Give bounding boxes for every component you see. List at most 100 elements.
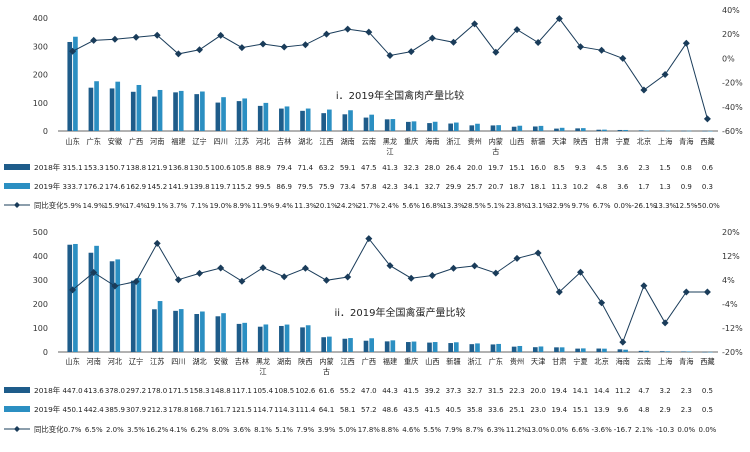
- table-cell: 385.9: [105, 406, 125, 414]
- table-cell: 105.4: [253, 387, 274, 395]
- yoy-point: [174, 276, 182, 284]
- bar-2019: [242, 98, 248, 131]
- bar-2019: [327, 336, 332, 352]
- category-label: 江苏: [150, 357, 164, 366]
- yoy-point: [217, 31, 225, 39]
- table-cell: 32.9%: [548, 202, 571, 210]
- bar-2019: [665, 351, 671, 352]
- yoy-point: [598, 299, 606, 307]
- yoy-point: [153, 239, 161, 247]
- table-cell: 58.1: [340, 406, 356, 414]
- category-label: 贵州: [510, 357, 524, 366]
- bar-2018: [67, 41, 73, 132]
- bar-2018: [236, 323, 242, 352]
- yoy-point: [238, 277, 246, 285]
- bar-2019: [517, 345, 523, 352]
- yoy-point: [661, 71, 669, 78]
- yoy-point: [661, 319, 669, 327]
- table-cell: 9.6: [617, 406, 629, 414]
- table-cell: 0.0%: [550, 426, 568, 434]
- yoy-point: [69, 286, 77, 294]
- table-cell: 4.1%: [169, 426, 187, 434]
- table-cell: 17.8%: [358, 426, 381, 434]
- table-cell: 0.6: [702, 164, 714, 172]
- category-label: 西藏: [700, 357, 714, 366]
- table-cell: 13.9: [594, 406, 610, 414]
- category-label: 天津: [531, 357, 545, 366]
- yoy-point: [344, 25, 352, 33]
- yoy-point: [90, 36, 98, 44]
- table-cell: 11.3: [551, 183, 567, 191]
- table-cell: 18.7: [509, 183, 525, 191]
- yoy-point: [196, 46, 203, 54]
- category-label: 重庆: [404, 137, 418, 146]
- y-tick-label: 400: [33, 14, 48, 23]
- category-label: 云南: [637, 357, 651, 366]
- table-cell: 0.0%: [699, 426, 717, 434]
- table-cell: 0.9: [681, 183, 692, 191]
- bar-2019: [73, 243, 78, 352]
- yoy-point: [259, 40, 267, 48]
- yoy-point: [450, 38, 457, 46]
- bar-2018: [427, 342, 432, 352]
- yoy-point: [386, 52, 394, 59]
- bar-2019: [94, 81, 99, 131]
- legend-swatch: [4, 406, 30, 412]
- bar-2019: [496, 343, 501, 352]
- yoy-point: [280, 43, 288, 51]
- y-tick-label: 0: [43, 348, 48, 357]
- yoy-point: [640, 86, 648, 94]
- table-cell: 16.0: [530, 164, 546, 172]
- y2-tick-label: 0%: [722, 54, 735, 63]
- table-cell: 105.8: [232, 164, 252, 172]
- table-cell: 315.1: [63, 164, 83, 172]
- category-label: 内蒙: [319, 357, 333, 366]
- row-label: 2019年: [34, 182, 61, 191]
- table-cell: 24.2%: [337, 202, 360, 210]
- category-label-cont: 古: [492, 147, 499, 156]
- table-cell: 413.6: [84, 387, 105, 395]
- bar-2019: [242, 322, 248, 352]
- table-cell: 4.8: [638, 406, 649, 414]
- table-cell: 33.6: [488, 406, 504, 414]
- category-label: 宁夏: [616, 137, 630, 146]
- table-cell: 8.9%: [233, 202, 251, 210]
- category-label: 广东: [87, 137, 101, 146]
- table-cell: 57.2: [361, 406, 377, 414]
- category-label: 山西: [425, 357, 439, 366]
- table-cell: 13.1%: [527, 202, 550, 210]
- category-label: 四川: [171, 357, 185, 366]
- table-cell: 145.2: [147, 183, 167, 191]
- table-cell: 168.7: [190, 406, 210, 414]
- category-label: 山西: [510, 137, 524, 146]
- bar-2018: [279, 325, 284, 352]
- table-cell: 121.9: [147, 164, 167, 172]
- bar-2019: [432, 342, 438, 352]
- bar-2018: [215, 102, 221, 131]
- bar-2018: [215, 316, 221, 352]
- y2-tick-label: -60%: [722, 127, 743, 136]
- bar-2019: [475, 123, 480, 131]
- bar-2018: [554, 128, 559, 131]
- bar-2019: [623, 129, 628, 131]
- table-cell: 20.0: [530, 387, 546, 395]
- bar-2018: [321, 337, 327, 352]
- table-cell: 7.9%: [296, 426, 314, 434]
- bar-2019: [707, 351, 713, 353]
- table-cell: 57.8: [361, 183, 377, 191]
- bar-2019: [390, 340, 396, 352]
- yoy-point: [428, 272, 436, 279]
- bar-2018: [596, 348, 602, 352]
- table-cell: 41.5: [425, 406, 441, 414]
- table-cell: -50.0%: [695, 202, 720, 210]
- table-cell: 153.3: [84, 164, 104, 172]
- table-cell: 14.9%: [83, 202, 106, 210]
- category-label: 安徽: [108, 137, 123, 146]
- y2-tick-label: 20%: [722, 30, 740, 39]
- legend-point: [14, 426, 20, 432]
- table-cell: 0.3: [702, 183, 713, 191]
- yoy-point: [619, 54, 627, 62]
- bar-2018: [173, 310, 178, 352]
- table-cell: 32.7: [425, 183, 441, 191]
- bar-2018: [554, 347, 559, 352]
